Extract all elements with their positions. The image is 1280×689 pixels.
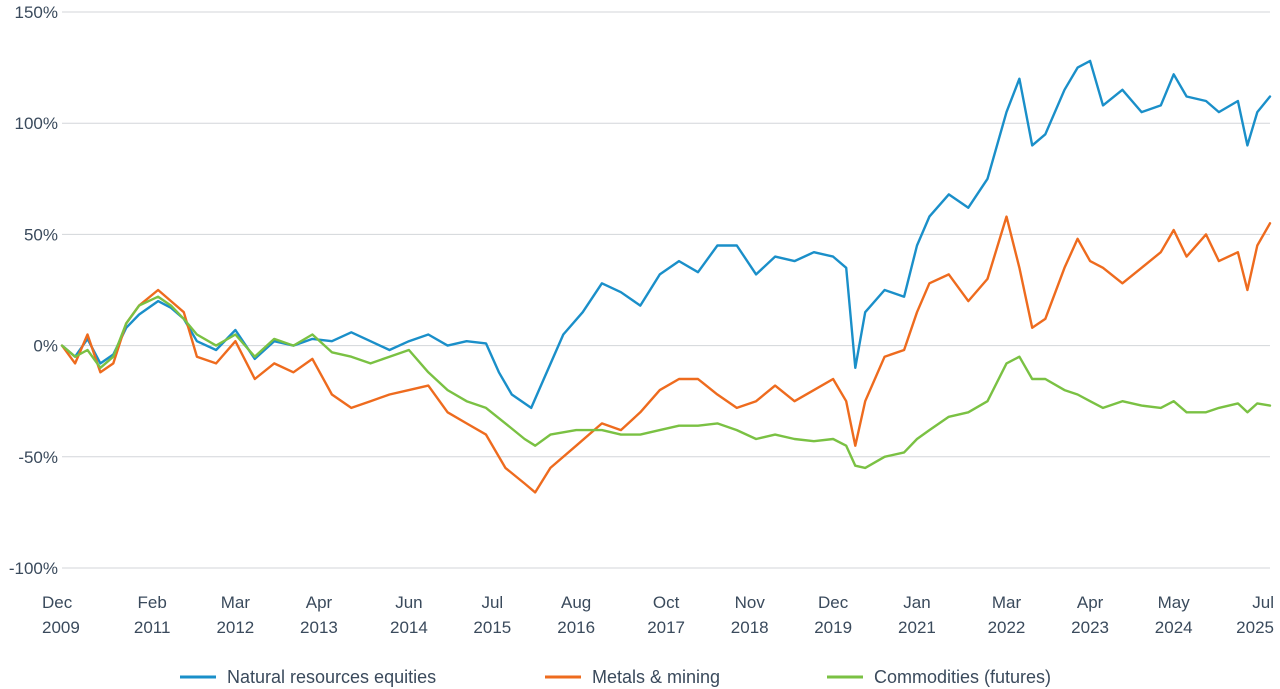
y-tick-label: 100% [15, 114, 58, 133]
legend-label: Natural resources equities [227, 667, 436, 687]
x-tick-label-month: Jun [395, 593, 422, 612]
x-tick-label-year: 2013 [300, 618, 338, 637]
x-tick-label-year: 2012 [216, 618, 254, 637]
y-tick-label: 150% [15, 3, 58, 22]
x-tick-label-year: 2024 [1155, 618, 1193, 637]
x-tick-label-month: Jul [481, 593, 503, 612]
series-line-3 [60, 295, 1272, 470]
y-tick-label: 50% [24, 225, 58, 244]
x-tick-label-year: 2017 [647, 618, 685, 637]
x-tick-label-year: 2014 [390, 618, 428, 637]
legend: Natural resources equities Metals & minin… [180, 667, 1051, 687]
x-tick-label-year: 2025 [1236, 618, 1274, 637]
y-axis-tick-labels: 150% 100% 50% 0% -50% -100% [9, 3, 58, 578]
x-tick-label-year: 2023 [1071, 618, 1109, 637]
x-tick-label-month: Nov [735, 593, 766, 612]
series-line-2 [60, 215, 1272, 494]
x-tick-label-month: Jan [903, 593, 930, 612]
x-tick-label-month: Apr [306, 593, 333, 612]
x-tick-label-month: Feb [138, 593, 167, 612]
legend-label: Commodities (futures) [874, 667, 1051, 687]
x-tick-label-year: 2018 [731, 618, 769, 637]
x-tick-label-year: 2015 [473, 618, 511, 637]
y-tick-label: -50% [18, 448, 58, 467]
x-tick-label-month: May [1158, 593, 1191, 612]
series-line-1 [60, 59, 1272, 410]
x-tick-label-year: 2011 [134, 618, 171, 637]
x-tick-label-month: Dec [818, 593, 849, 612]
x-tick-label-year: 2022 [988, 618, 1026, 637]
x-tick-label-year: 2016 [557, 618, 595, 637]
x-tick-label-month: Oct [653, 593, 680, 612]
series-lines [60, 59, 1272, 494]
x-tick-label-year: 2021 [898, 618, 936, 637]
x-tick-label-month: Dec [42, 593, 73, 612]
x-tick-label-month: Jul [1252, 593, 1274, 612]
y-tick-label: 0% [33, 337, 58, 356]
x-axis-tick-labels: Dec 2009 Feb 2011 Mar 2012 Apr 2013 Jun 2014 Jul 20… [42, 593, 1274, 637]
x-tick-label-month: Mar [221, 593, 251, 612]
legend-label: Metals & mining [592, 667, 720, 687]
x-tick-label-month: Apr [1077, 593, 1104, 612]
y-tick-label: -100% [9, 559, 58, 578]
x-tick-label-year: 2009 [42, 618, 80, 637]
gridlines [62, 11, 1270, 569]
x-tick-label-year: 2019 [814, 618, 852, 637]
x-tick-label-month: Mar [992, 593, 1022, 612]
x-tick-label-month: Aug [561, 593, 591, 612]
